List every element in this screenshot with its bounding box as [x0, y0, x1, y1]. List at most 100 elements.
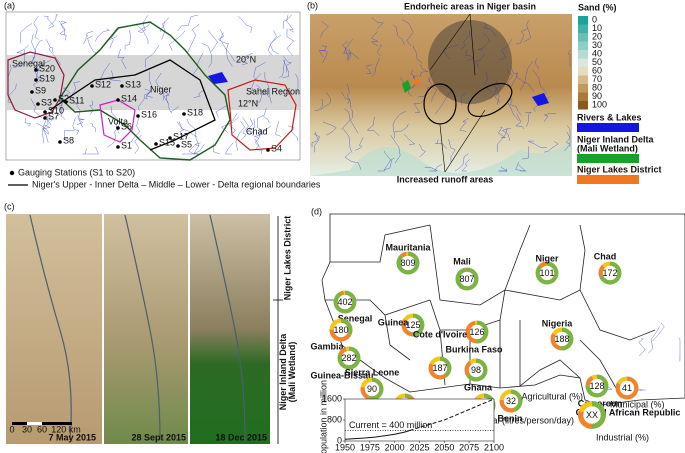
date-label: 18 Dec 2015 [215, 432, 267, 442]
river [497, 128, 508, 152]
station-label: S2 [58, 93, 69, 103]
river [342, 128, 353, 153]
legend-text: Niger Lakes District [577, 164, 662, 174]
river [240, 52, 253, 66]
river [518, 164, 526, 172]
river [163, 90, 170, 104]
share-industrial [345, 346, 349, 352]
share-municipal [338, 347, 347, 355]
niger-basin [59, 21, 231, 161]
river [42, 115, 49, 135]
legend-tick: 20 [592, 32, 602, 42]
color-swatch [578, 16, 588, 25]
pointer [444, 109, 486, 173]
station [116, 98, 120, 102]
station [154, 142, 158, 146]
river [89, 100, 94, 116]
river [393, 123, 409, 139]
river [319, 21, 329, 38]
scale-bar [27, 422, 42, 425]
country-name: Mali [453, 256, 471, 266]
basin-label: Niger [150, 84, 172, 94]
annotation: Endorheic areas in Niger basin [404, 1, 536, 11]
station-label: S7 [48, 111, 59, 121]
river [137, 21, 152, 34]
country-name: Guinea-Bissau [310, 370, 373, 380]
river [83, 31, 94, 45]
station-label: S10 [48, 105, 64, 115]
color-swatch [578, 75, 588, 84]
panel-label: (c) [4, 201, 15, 211]
station [43, 116, 47, 120]
station [43, 110, 47, 114]
river [371, 16, 384, 30]
current-label: Current = 400 million [349, 420, 432, 430]
x-tick-label: 1950 [335, 442, 355, 452]
station-label: S6 [121, 121, 132, 131]
runoff-area [423, 83, 457, 125]
river [169, 30, 186, 51]
donut-hole [400, 255, 416, 271]
river [90, 123, 97, 133]
station [34, 68, 38, 72]
scale-label: 0 [9, 424, 14, 434]
total-label: 90 [367, 384, 377, 394]
total-label: 809 [400, 258, 415, 268]
share-agricultural [592, 401, 606, 429]
share-municipal [538, 261, 547, 269]
annotation: Increased runoff areas [397, 174, 494, 184]
station-label: S20 [39, 63, 55, 73]
station-label: S17 [173, 131, 189, 141]
river [459, 118, 469, 132]
station [120, 84, 124, 88]
station-label: S16 [141, 109, 157, 119]
share-agricultural [405, 393, 412, 399]
river [77, 114, 85, 128]
station [64, 100, 68, 104]
river [318, 45, 328, 58]
station [116, 145, 120, 149]
river [516, 72, 535, 93]
legend-tick: 30 [592, 40, 602, 50]
pointer [439, 124, 446, 173]
river [264, 72, 272, 104]
river [60, 100, 68, 120]
legend-text: Rivers & Lakes [577, 112, 642, 122]
share-industrial [578, 401, 592, 413]
donut-hole [468, 362, 484, 378]
legend-tick: 10 [592, 23, 602, 33]
river [31, 40, 43, 63]
river [249, 73, 262, 95]
total-label: 128 [589, 381, 604, 391]
river [392, 111, 406, 133]
river [343, 46, 351, 60]
river [72, 117, 80, 135]
river [460, 92, 467, 105]
river [566, 125, 571, 147]
share-industrial [403, 313, 413, 322]
station-label: S18 [187, 107, 203, 117]
donut-hole [432, 360, 448, 376]
river [322, 121, 337, 136]
station [182, 112, 186, 116]
total-label: 172 [602, 268, 617, 278]
river [383, 151, 392, 171]
date-label: 7 May 2015 [48, 432, 96, 442]
river [532, 69, 548, 97]
river [678, 337, 681, 362]
donut-hole [539, 265, 555, 281]
river [31, 33, 36, 60]
donut-hole [619, 380, 635, 396]
share-agricultural [466, 358, 488, 382]
river [519, 60, 534, 91]
river [370, 31, 379, 47]
river [33, 16, 39, 40]
share-agricultural [476, 320, 489, 344]
share-municipal [550, 332, 561, 351]
river [412, 45, 423, 64]
river [237, 16, 252, 33]
river [341, 91, 351, 104]
river [50, 104, 64, 122]
river [465, 49, 475, 62]
share-agricultural [337, 346, 361, 370]
